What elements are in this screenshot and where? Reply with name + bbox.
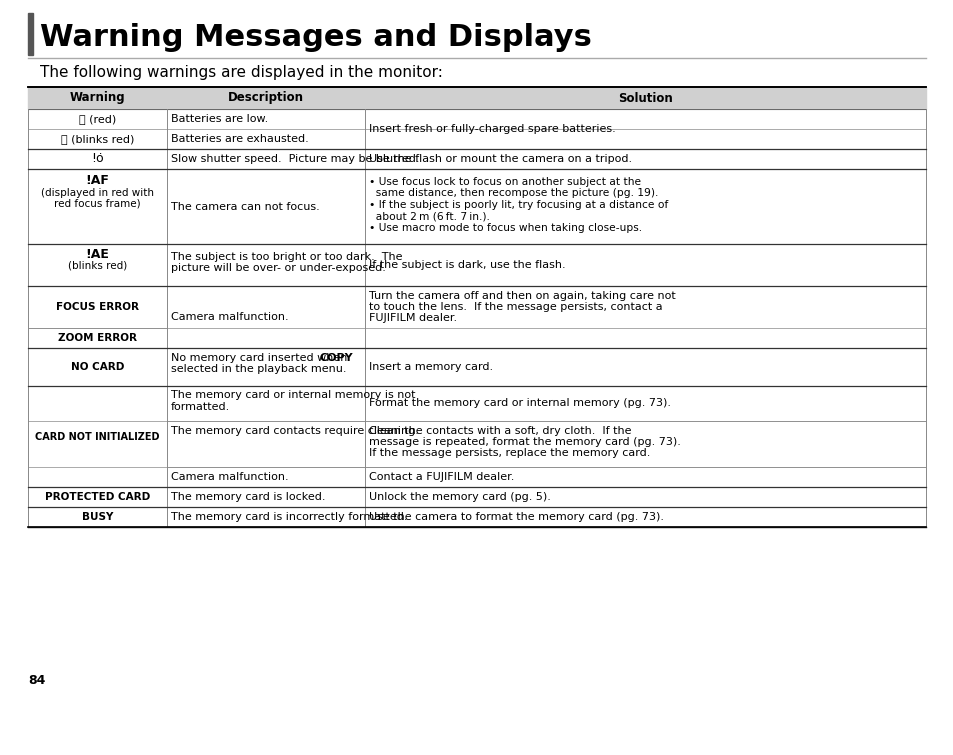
Text: Batteries are exhausted.: Batteries are exhausted. [171, 134, 309, 144]
Text: Use the camera to format the memory card (pg. 73).: Use the camera to format the memory card… [369, 512, 663, 522]
Text: Slow shutter speed.  Picture may be blurred.: Slow shutter speed. Picture may be blurr… [171, 154, 419, 164]
Text: The memory card is incorrectly formatted.: The memory card is incorrectly formatted… [171, 512, 407, 522]
Text: If the message persists, replace the memory card.: If the message persists, replace the mem… [369, 448, 649, 458]
Text: Solution: Solution [618, 91, 672, 104]
Text: FOCUS ERROR: FOCUS ERROR [56, 302, 139, 312]
Text: FUJIFILM dealer.: FUJIFILM dealer. [369, 313, 456, 323]
Text: ⬜ (red): ⬜ (red) [79, 114, 116, 124]
Text: If the subject is dark, use the flash.: If the subject is dark, use the flash. [369, 260, 565, 270]
Text: • If the subject is poorly lit, try focusing at a distance of: • If the subject is poorly lit, try focu… [369, 200, 667, 210]
Text: Warning: Warning [70, 91, 125, 104]
Text: Clean the contacts with a soft, dry cloth.  If the: Clean the contacts with a soft, dry clot… [369, 426, 631, 436]
Text: Camera malfunction.: Camera malfunction. [171, 312, 289, 322]
Text: selected in the playback menu.: selected in the playback menu. [171, 364, 346, 374]
Text: Camera malfunction.: Camera malfunction. [171, 472, 289, 482]
Text: The subject is too bright or too dark.  The: The subject is too bright or too dark. T… [171, 252, 402, 262]
Text: picture will be over- or under-exposed.: picture will be over- or under-exposed. [171, 263, 386, 273]
Text: (displayed in red with: (displayed in red with [41, 188, 154, 198]
Text: BUSY: BUSY [82, 512, 113, 522]
Text: to touch the lens.  If the message persists, contact a: to touch the lens. If the message persis… [369, 302, 661, 312]
Text: • Use focus lock to focus on another subject at the: • Use focus lock to focus on another sub… [369, 177, 640, 187]
Text: (blinks red): (blinks red) [68, 261, 127, 271]
Text: Unlock the memory card (pg. 5).: Unlock the memory card (pg. 5). [369, 492, 550, 502]
Text: COPY: COPY [319, 353, 353, 363]
Text: NO CARD: NO CARD [71, 362, 124, 372]
Text: Warning Messages and Displays: Warning Messages and Displays [40, 23, 591, 51]
Text: !AF: !AF [86, 174, 110, 187]
Bar [28, 13, 33, 55]
Bar [28, 87, 167, 109]
Text: Insert a memory card.: Insert a memory card. [369, 362, 493, 372]
Text: Use the flash or mount the camera on a tripod.: Use the flash or mount the camera on a t… [369, 154, 631, 164]
Text: The memory card contacts require cleaning.: The memory card contacts require cleanin… [171, 426, 418, 436]
Text: Insert fresh or fully-charged spare batteries.: Insert fresh or fully-charged spare batt… [369, 124, 615, 134]
Text: Batteries are low.: Batteries are low. [171, 114, 268, 124]
Text: message is repeated, format the memory card (pg. 73).: message is repeated, format the memory c… [369, 437, 679, 447]
Text: same distance, then recompose the picture (pg. 19).: same distance, then recompose the pictur… [369, 189, 658, 199]
Text: Format the memory card or internal memory (pg. 73).: Format the memory card or internal memor… [369, 399, 670, 408]
Text: The memory card or internal memory is not
formatted.: The memory card or internal memory is no… [171, 390, 416, 411]
Text: The following warnings are displayed in the monitor:: The following warnings are displayed in … [40, 66, 442, 81]
Bar [364, 87, 925, 109]
Text: No memory card inserted when: No memory card inserted when [171, 353, 351, 363]
Text: Turn the camera off and then on again, taking care not: Turn the camera off and then on again, t… [369, 291, 675, 301]
Text: Description: Description [228, 91, 304, 104]
Text: The camera can not focus.: The camera can not focus. [171, 202, 319, 211]
Text: Contact a FUJIFILM dealer.: Contact a FUJIFILM dealer. [369, 472, 514, 482]
Text: PROTECTED CARD: PROTECTED CARD [45, 492, 150, 502]
Text: 84: 84 [28, 673, 46, 686]
Text: • Use macro mode to focus when taking close-ups.: • Use macro mode to focus when taking cl… [369, 223, 641, 233]
Text: !ȯ: !ȯ [91, 153, 104, 165]
Bar [167, 87, 364, 109]
Text: ZOOM ERROR: ZOOM ERROR [58, 333, 137, 343]
Text: !AE: !AE [86, 248, 110, 260]
Text: The memory card is locked.: The memory card is locked. [171, 492, 325, 502]
Text: ⬜ (blinks red): ⬜ (blinks red) [61, 134, 134, 144]
Text: red focus frame): red focus frame) [54, 198, 141, 208]
Text: CARD NOT INITIALIZED: CARD NOT INITIALIZED [35, 432, 160, 442]
Text: about 2 m (6 ft. 7 in.).: about 2 m (6 ft. 7 in.). [369, 211, 489, 221]
